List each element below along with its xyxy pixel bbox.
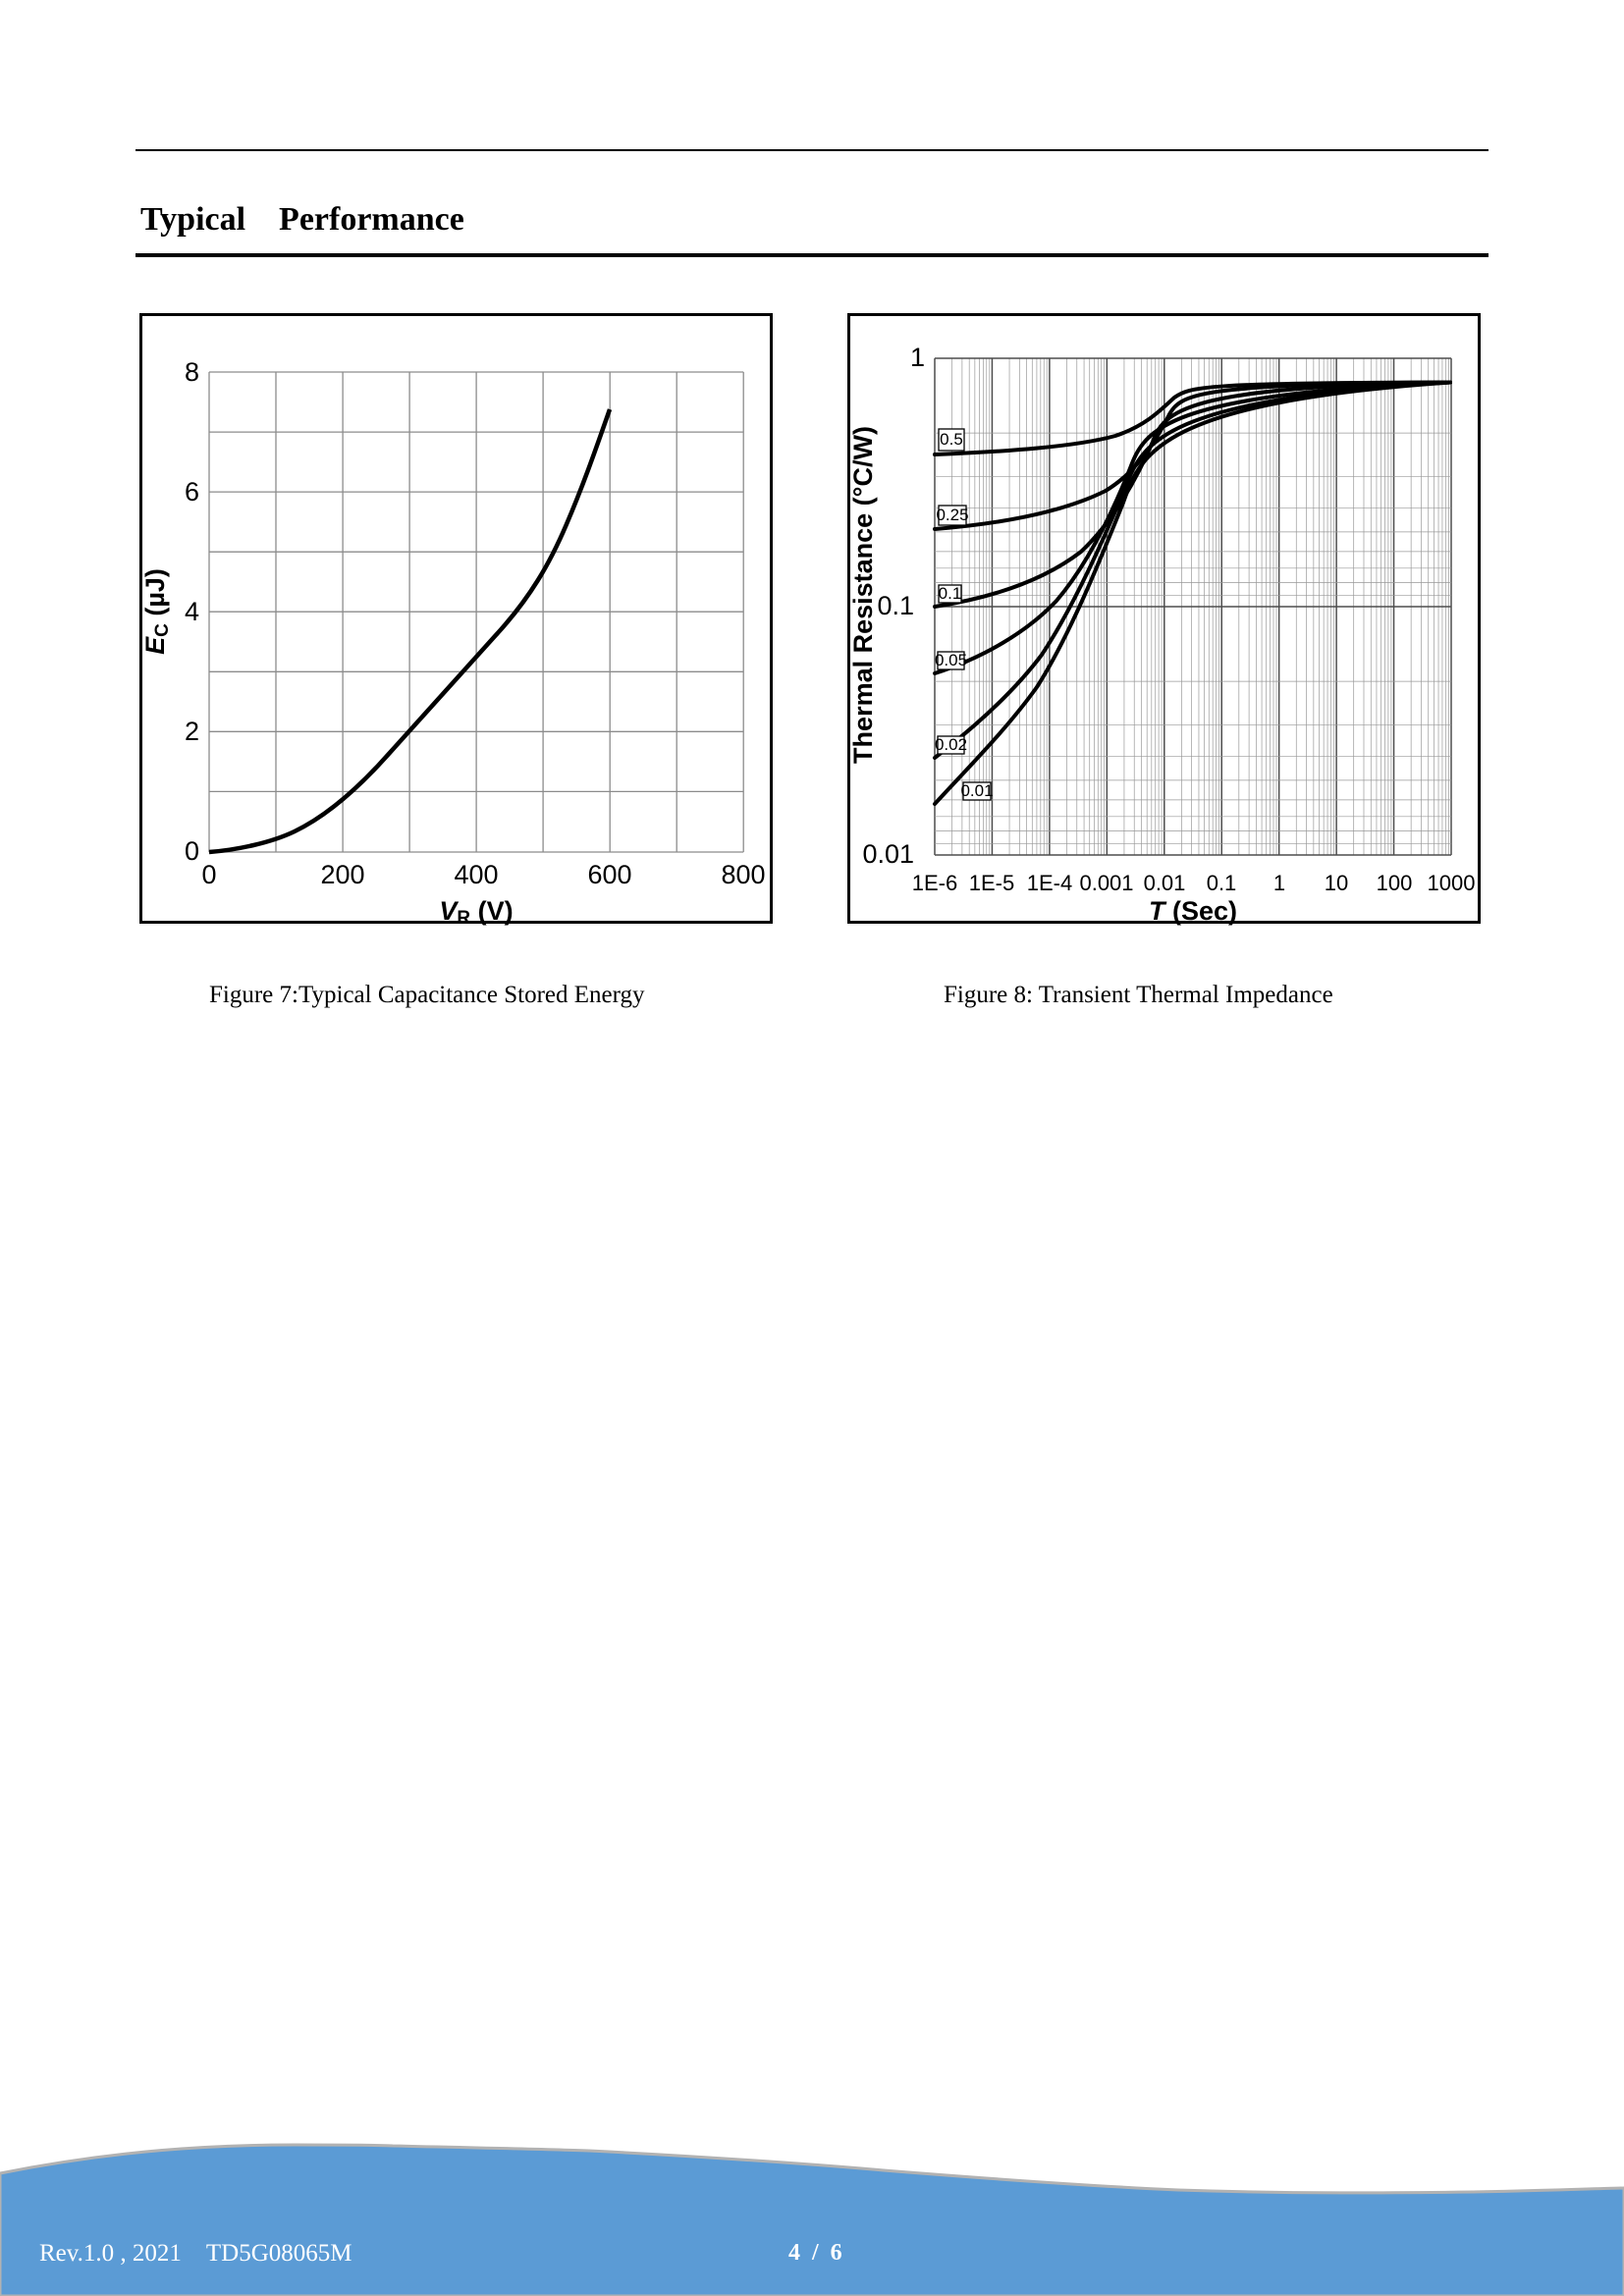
svg-text:400: 400 bbox=[454, 860, 498, 889]
svg-text:4: 4 bbox=[185, 597, 199, 626]
svg-text:0.01: 0.01 bbox=[862, 839, 914, 869]
svg-text:1: 1 bbox=[1273, 871, 1285, 895]
svg-text:800: 800 bbox=[721, 860, 765, 889]
svg-text:0.01: 0.01 bbox=[960, 781, 993, 800]
svg-text:0.5: 0.5 bbox=[940, 430, 963, 449]
svg-text:0.1: 0.1 bbox=[877, 591, 914, 620]
svg-text:EC (µJ): EC (µJ) bbox=[142, 568, 173, 655]
svg-text:0: 0 bbox=[201, 860, 216, 889]
svg-text:0.05: 0.05 bbox=[935, 651, 967, 669]
svg-text:Thermal Resistance (°C/W): Thermal Resistance (°C/W) bbox=[850, 426, 878, 764]
svg-text:100: 100 bbox=[1377, 871, 1413, 895]
svg-text:0.25: 0.25 bbox=[936, 506, 968, 524]
svg-text:6: 6 bbox=[185, 477, 199, 507]
svg-text:10: 10 bbox=[1325, 871, 1348, 895]
svg-text:0.01: 0.01 bbox=[1144, 871, 1186, 895]
svg-text:2: 2 bbox=[185, 717, 199, 746]
svg-text:VR (V): VR (V) bbox=[439, 896, 513, 927]
svg-text:0: 0 bbox=[185, 836, 199, 866]
svg-text:1E-6: 1E-6 bbox=[912, 871, 957, 895]
svg-text:0.02: 0.02 bbox=[935, 735, 967, 754]
svg-text:0.1: 0.1 bbox=[939, 584, 962, 603]
svg-text:1: 1 bbox=[910, 343, 925, 372]
svg-text:T (Sec): T (Sec) bbox=[1149, 896, 1237, 926]
svg-text:0.001: 0.001 bbox=[1079, 871, 1133, 895]
svg-text:1E-5: 1E-5 bbox=[969, 871, 1014, 895]
svg-text:8: 8 bbox=[185, 357, 199, 387]
svg-text:1E-4: 1E-4 bbox=[1027, 871, 1072, 895]
svg-text:0.1: 0.1 bbox=[1207, 871, 1237, 895]
svg-text:1000: 1000 bbox=[1428, 871, 1476, 895]
svg-text:600: 600 bbox=[587, 860, 631, 889]
svg-text:200: 200 bbox=[320, 860, 364, 889]
